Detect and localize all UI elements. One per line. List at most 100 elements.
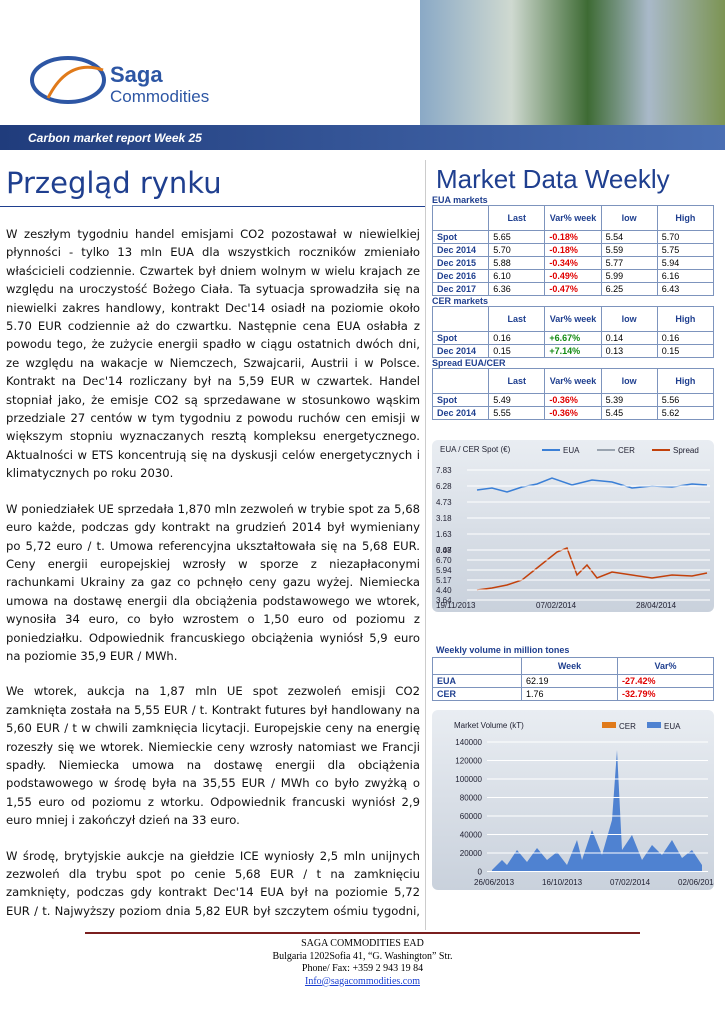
header: Saga Commodities Carbon market report We… — [0, 0, 725, 150]
chart-title: Market Volume (kT) — [454, 721, 524, 730]
cell: 6.10 — [488, 269, 546, 283]
header-row: Last Var% week low High — [431, 306, 715, 332]
paragraph: W zeszłym tygodniu handel emisjami CO2 p… — [6, 227, 420, 481]
header-photos — [420, 0, 725, 125]
volume-label: Weekly volume in million tones — [436, 645, 570, 655]
y-tick-label: 3.64 — [436, 596, 452, 605]
header-row: Week Var% — [432, 657, 714, 675]
y-tick-label: 4.40 — [436, 586, 452, 595]
article-title: Przegląd rynku — [6, 166, 222, 200]
header-cell: Last — [488, 205, 546, 231]
cell: 5.77 — [600, 256, 658, 270]
footer-company: SAGA COMMODITIES EAD — [301, 938, 424, 949]
cell: +7.14% — [544, 344, 602, 358]
row: Spot 5.65 -0.18% 5.54 5.70 — [431, 230, 715, 244]
cell: 5.65 — [488, 230, 546, 244]
cell: -0.49% — [544, 269, 602, 283]
header-row: Last Var% week low High — [431, 368, 715, 394]
footer-address: Bulgaria 1202Sofia 41, “G. Washington” S… — [272, 950, 453, 962]
cell: -32.79% — [617, 687, 714, 701]
legend-swatch — [647, 722, 661, 728]
y-tick-label: 7.47 — [436, 546, 452, 555]
y-tick-label: 3.18 — [436, 514, 452, 523]
cell — [431, 205, 490, 231]
row: CER 1.76 -32.79% — [432, 687, 714, 701]
x-tick-label: 19/11/2013 — [436, 601, 476, 610]
header-row: Last Var% week low High — [431, 205, 715, 231]
logo: Saga Commodities — [30, 56, 209, 106]
header-cell: High — [656, 368, 715, 394]
brand: Commodities — [110, 87, 209, 106]
cell — [431, 368, 490, 394]
legend-swatch — [602, 722, 616, 728]
brand: Saga — [110, 62, 163, 87]
header-cell: Last — [488, 368, 546, 394]
cell: 0.15 — [488, 344, 546, 358]
cell: 6.36 — [488, 282, 546, 296]
header-cell: Var% — [617, 657, 714, 675]
row-label: Dec 2016 — [431, 269, 490, 283]
cell: 5.39 — [600, 393, 658, 407]
row: Dec 2014 0.15 +7.14% 0.13 0.15 — [431, 344, 715, 358]
footer-email[interactable]: Info@sagacommodities.com — [304, 975, 420, 987]
table-label: EUA markets — [432, 195, 488, 205]
cell: 5.88 — [488, 256, 546, 270]
footer-phone: Phone/ Fax: +359 2 943 19 84 — [301, 963, 424, 974]
y-tick-label: 140000 — [455, 738, 482, 747]
legend-label: CER — [619, 722, 636, 731]
footer-rule — [85, 932, 640, 934]
y-tick-label: 80000 — [460, 794, 483, 803]
cell: 5.54 — [600, 230, 658, 244]
column-divider — [425, 160, 426, 930]
cell: 0.16 — [656, 331, 715, 345]
row-label: Dec 2015 — [431, 256, 490, 270]
y-tick-label: 6.70 — [436, 556, 452, 565]
legend-label: CER — [618, 446, 635, 455]
cell: 62.19 — [521, 674, 618, 688]
row: Dec 2015 5.88 -0.34% 5.77 5.94 — [431, 256, 715, 270]
eua-line — [476, 477, 708, 493]
cell: 5.94 — [656, 256, 715, 270]
x-tick-label: 26/06/2013 — [474, 878, 515, 887]
cell: 5.49 — [488, 393, 546, 407]
row: Dec 2014 5.55 -0.36% 5.45 5.62 — [431, 406, 715, 420]
cell — [432, 657, 522, 675]
legend-label: EUA — [563, 446, 580, 455]
cell: 5.75 — [656, 243, 715, 257]
paragraph: W poniedziałek UE sprzedała 1,870 mln ze… — [6, 501, 420, 663]
cell: -0.18% — [544, 230, 602, 244]
y-tick-label: 60000 — [460, 812, 483, 821]
row-label: Spot — [431, 331, 490, 345]
row-label: Dec 2014 — [431, 344, 490, 358]
y-tick-label: 120000 — [455, 757, 482, 766]
paragraph: We wtorek, aukcja na 1,87 mln UE spot ze… — [6, 684, 420, 828]
cell: 0.15 — [656, 344, 715, 358]
cell: 0.14 — [600, 331, 658, 345]
report-title: Carbon market report Week 25 — [28, 131, 202, 145]
cell: 0.13 — [600, 344, 658, 358]
y-tick-label: 100000 — [455, 775, 482, 784]
article-body: W zeszłym tygodniu handel emisjami CO2 p… — [6, 225, 420, 920]
volume-table: Week Var% EUA 62.19 -27.42% CER 1.76 -32.79% — [432, 657, 714, 701]
cell: -0.47% — [544, 282, 602, 296]
cell — [431, 306, 490, 332]
cell: 5.70 — [488, 243, 546, 257]
row: Dec 2014 5.70 -0.18% 5.59 5.75 — [431, 243, 715, 257]
cell: 1.76 — [521, 687, 618, 701]
cell: 0.16 — [488, 331, 546, 345]
volume-table: Week Var% EUA 62.19 -27.42% CER 1.76 -32.79% — [432, 657, 714, 701]
cell: -0.34% — [544, 256, 602, 270]
market-table: Last Var% week low High Spot 5.49 -0.36% 5.39 5.… — [431, 368, 715, 420]
row-label: Dec 2017 — [431, 282, 490, 296]
cell: -27.42% — [617, 674, 714, 688]
x-tick-label: 16/10/2013 — [542, 878, 583, 887]
header-cell: low — [600, 368, 658, 394]
y-tick-label: 20000 — [460, 849, 483, 858]
y-tick-label: 1.63 — [436, 530, 452, 539]
y-tick-label: 4.73 — [436, 498, 452, 507]
chart-title: EUA / CER Spot (€) — [440, 445, 511, 454]
header-cell: low — [600, 205, 658, 231]
row-label: Dec 2014 — [431, 243, 490, 257]
header-cell: High — [656, 306, 715, 332]
y-tick-label: 5.17 — [436, 576, 452, 585]
